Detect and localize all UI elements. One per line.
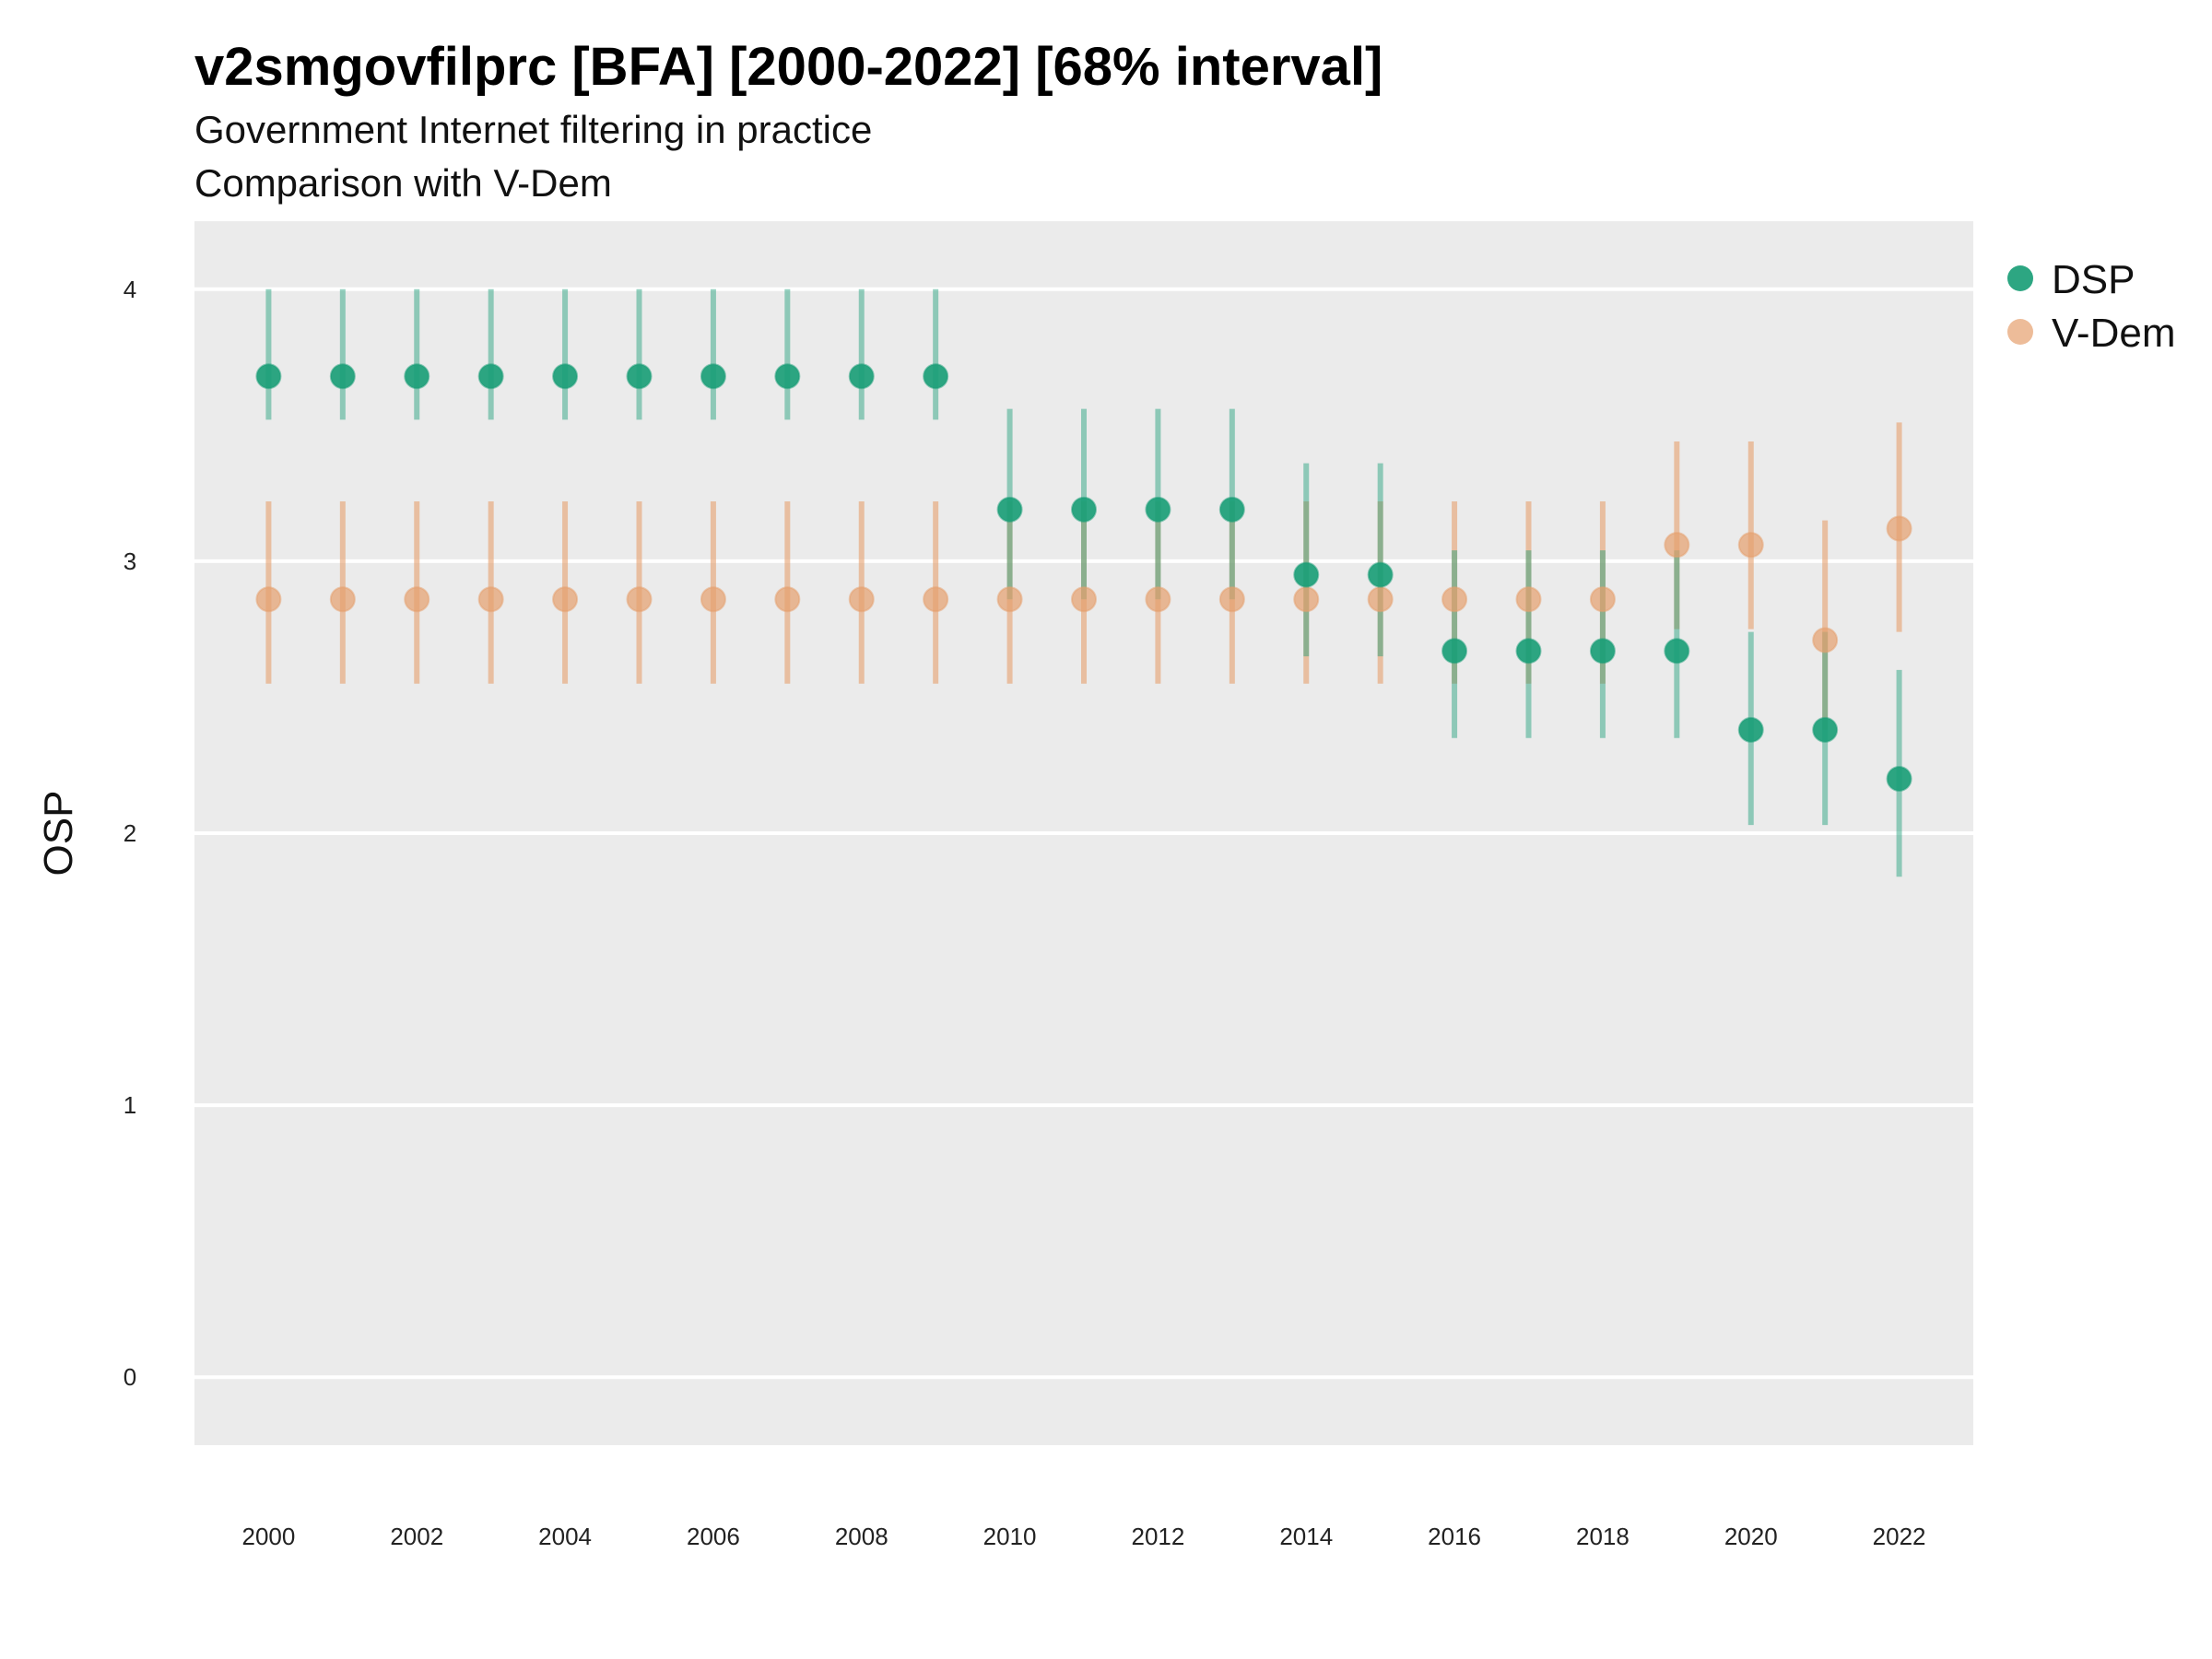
x-tick-label: 2008 [835, 1523, 888, 1550]
x-tick-label: 2000 [241, 1523, 295, 1550]
point-dsp [626, 363, 653, 390]
point-v-dem [626, 586, 653, 613]
x-tick-label: 2006 [687, 1523, 740, 1550]
legend: DSP V-Dem [2007, 257, 2175, 356]
point-v-dem [923, 586, 949, 613]
point-dsp [1737, 716, 1764, 743]
point-dsp [1367, 561, 1394, 588]
x-tick-label: 2018 [1576, 1523, 1630, 1550]
x-tick-label: 2002 [390, 1523, 443, 1550]
point-dsp [848, 363, 875, 390]
point-dsp [1441, 638, 1468, 665]
y-tick-labels: 0 1 2 3 4 [124, 276, 136, 1391]
point-v-dem [1441, 586, 1468, 613]
legend-swatch-dsp [2007, 265, 2033, 291]
chart-title: v2smgovfilprc [BFA] [2000-2022] [68% int… [194, 37, 1382, 97]
point-dsp [700, 363, 726, 390]
x-tick-label: 2010 [983, 1523, 1037, 1550]
legend-swatch-v-dem [2007, 319, 2033, 345]
point-v-dem [1515, 586, 1542, 613]
point-dsp [996, 496, 1023, 523]
point-v-dem [1812, 627, 1839, 653]
point-v-dem [1218, 586, 1245, 613]
point-v-dem [1589, 586, 1616, 613]
x-tick-label: 2020 [1724, 1523, 1778, 1550]
point-v-dem [1293, 586, 1320, 613]
x-tick-labels: 2000 2002 2004 2006 2008 2010 2012 2014 2016 2018… [241, 1523, 1925, 1550]
point-v-dem [1367, 586, 1394, 613]
point-v-dem [477, 586, 504, 613]
y-tick-label: 2 [124, 819, 136, 847]
y-tick-label: 3 [124, 547, 136, 575]
point-dsp [923, 363, 949, 390]
point-dsp [1293, 561, 1320, 588]
point-dsp [1812, 716, 1839, 743]
legend-label-dsp: DSP [2052, 257, 2135, 302]
legend-label-v-dem: V-Dem [2052, 311, 2175, 356]
x-tick-label: 2016 [1428, 1523, 1481, 1550]
point-dsp [404, 363, 430, 390]
y-tick-label: 1 [124, 1091, 136, 1119]
point-v-dem [1071, 586, 1097, 613]
point-dsp [255, 363, 282, 390]
point-dsp [1589, 638, 1616, 665]
point-dsp [1145, 496, 1171, 523]
point-dsp [774, 363, 801, 390]
chart-subtitle: Government Internet filtering in practic… [194, 108, 872, 151]
point-dsp [1886, 765, 1912, 792]
x-tick-label: 2004 [538, 1523, 592, 1550]
x-tick-label: 2014 [1279, 1523, 1333, 1550]
point-v-dem [700, 586, 726, 613]
point-v-dem [255, 586, 282, 613]
point-v-dem [329, 586, 356, 613]
point-v-dem [1737, 532, 1764, 559]
point-dsp [1071, 496, 1097, 523]
x-tick-label: 2012 [1131, 1523, 1184, 1550]
point-dsp [1664, 638, 1690, 665]
y-tick-label: 0 [124, 1363, 136, 1391]
y-axis-title: OSP [36, 791, 81, 877]
y-tick-label: 4 [124, 276, 136, 303]
point-v-dem [996, 586, 1023, 613]
point-dsp [1515, 638, 1542, 665]
point-v-dem [404, 586, 430, 613]
chart-subtitle-2: Comparison with V-Dem [194, 161, 612, 205]
point-dsp [1218, 496, 1245, 523]
x-tick-label: 2022 [1873, 1523, 1926, 1550]
point-v-dem [1886, 515, 1912, 542]
point-v-dem [774, 586, 801, 613]
point-dsp [552, 363, 579, 390]
point-dsp [477, 363, 504, 390]
point-v-dem [552, 586, 579, 613]
point-v-dem [1664, 532, 1690, 559]
data-points [255, 363, 1912, 792]
point-v-dem [848, 586, 875, 613]
point-v-dem [1145, 586, 1171, 613]
point-dsp [329, 363, 356, 390]
